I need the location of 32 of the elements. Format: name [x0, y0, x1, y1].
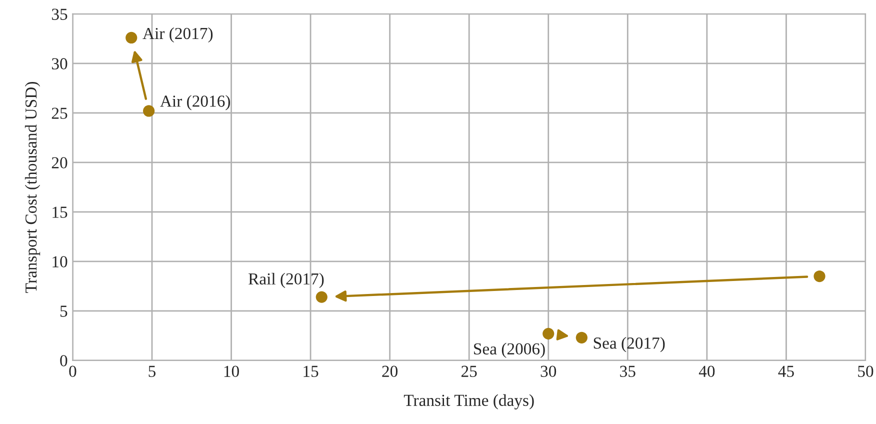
- y-tick-label: 30: [52, 58, 68, 70]
- x-tick-label: 40: [698, 366, 715, 377]
- annotation: Air (2016): [160, 95, 230, 110]
- point: [316, 291, 328, 303]
- y-tick-label: 0: [60, 355, 68, 366]
- x-tick-label: 20: [382, 366, 398, 377]
- annotation: Air (2017): [142, 27, 213, 43]
- x-tick-label: 30: [540, 366, 556, 377]
- annotation: Sea (2017): [594, 337, 665, 352]
- x-tick-label: 0: [69, 366, 76, 377]
- x-tick-label: 50: [858, 366, 874, 377]
- y-tick-label: 15: [52, 206, 68, 218]
- y-tick-label: 20: [52, 157, 68, 168]
- x-tick-label: 15: [304, 366, 318, 377]
- x-tick-label: 25: [461, 366, 477, 377]
- x-tick-label: 10: [224, 366, 239, 377]
- x-tick-label: 35: [620, 366, 636, 377]
- point: [126, 32, 138, 44]
- x-axis-title: Transit Time (days): [404, 394, 534, 410]
- point: [576, 332, 588, 344]
- annotation: Sea (2006): [474, 342, 545, 358]
- y-tick-label: 5: [60, 306, 68, 317]
- x-tick-label: 45: [778, 366, 794, 377]
- point: [814, 270, 826, 282]
- x-tick-label: 5: [148, 366, 156, 377]
- point: [143, 105, 155, 117]
- y-axis-title: Transport Cost (thousand USD): [24, 82, 40, 293]
- y-tick-label: 25: [52, 108, 68, 119]
- point: [542, 328, 554, 340]
- y-tick-label: 35: [52, 8, 68, 20]
- annotation: Rail (2017): [248, 272, 324, 288]
- y-tick-label: 10: [52, 256, 68, 268]
